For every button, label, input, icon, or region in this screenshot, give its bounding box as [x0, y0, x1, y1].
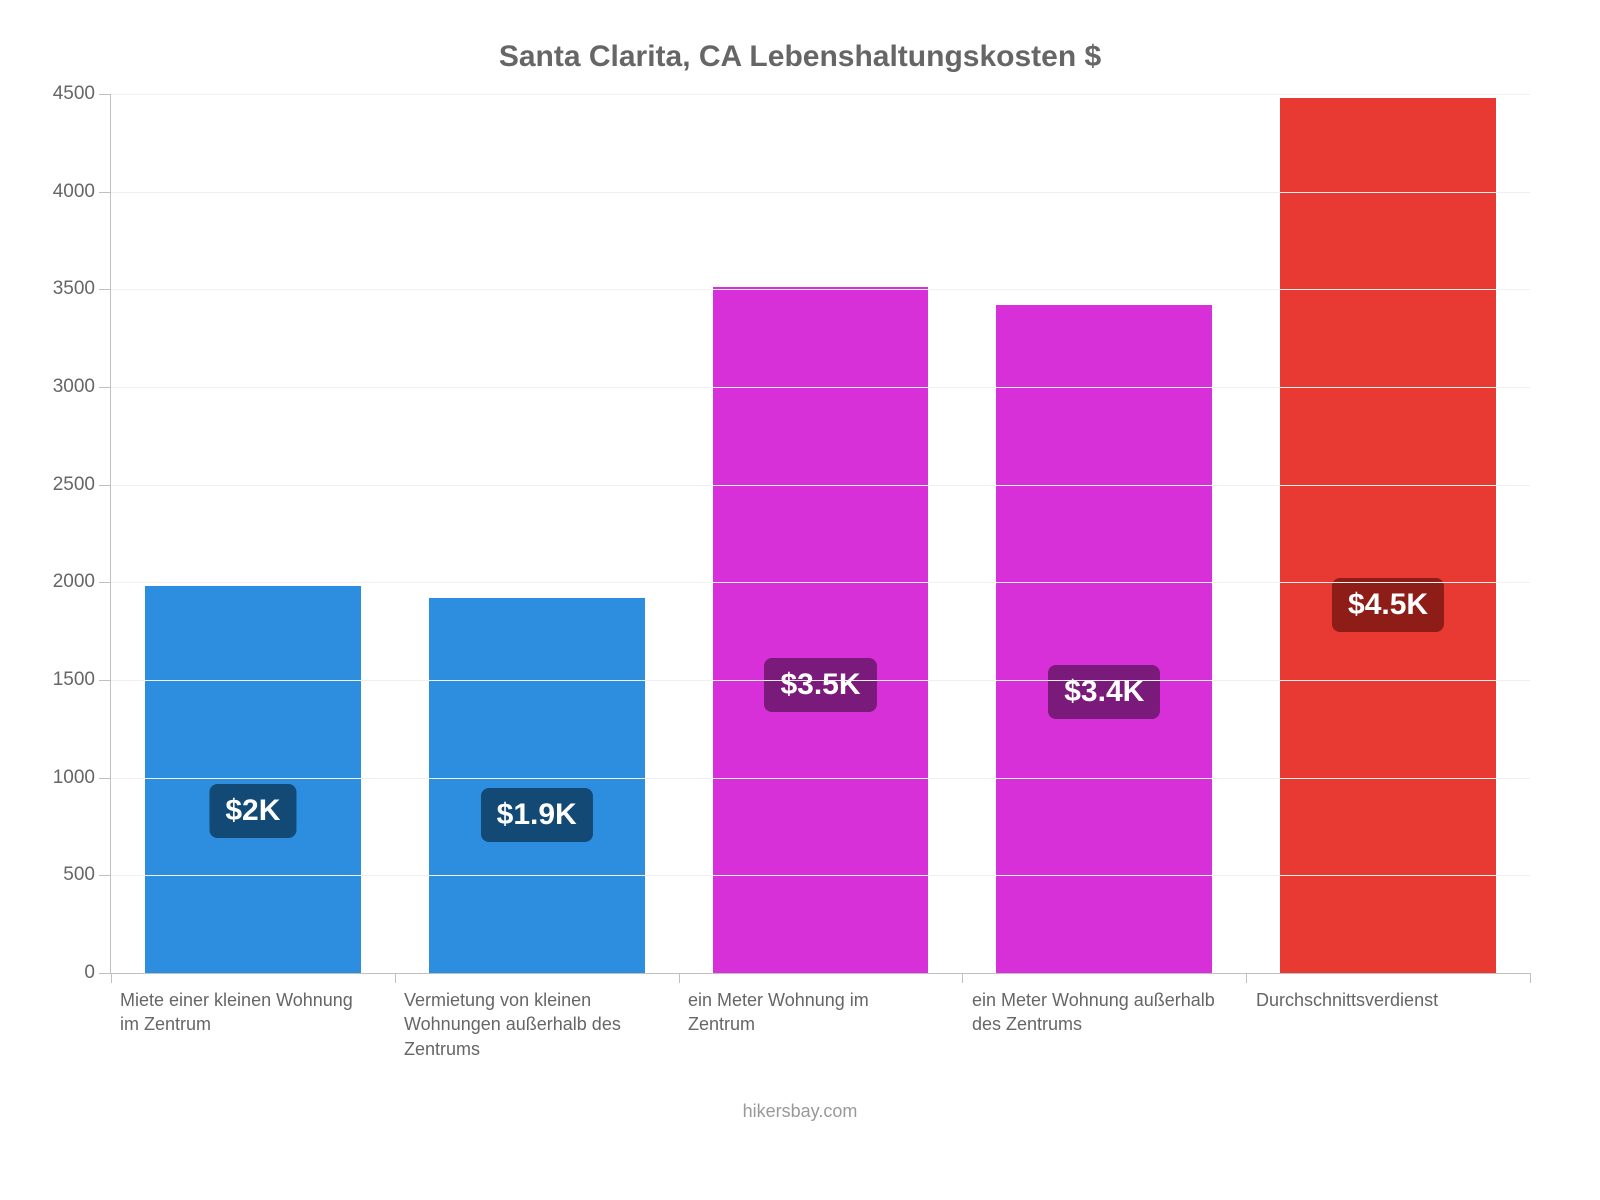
grid-line — [111, 387, 1530, 388]
x-tick — [962, 973, 963, 983]
x-axis-category-label: Vermietung von kleinen Wohnungen außerha… — [394, 988, 678, 1061]
x-axis-labels: Miete einer kleinen Wohnung im ZentrumVe… — [110, 988, 1530, 1061]
grid-line — [111, 289, 1530, 290]
grid-line — [111, 192, 1530, 193]
y-axis-label: 1000 — [53, 767, 111, 789]
cost-of-living-chart: Santa Clarita, CA Lebenshaltungskosten $… — [0, 0, 1600, 1200]
grid-line — [111, 875, 1530, 876]
bar-value-label: $3.5K — [764, 658, 876, 712]
x-axis-category-label: ein Meter Wohnung außerhalb des Zentrums — [962, 988, 1246, 1061]
bar-slot: $4.5K — [1246, 94, 1530, 973]
grid-line — [111, 778, 1530, 779]
attribution-text: hikersbay.com — [40, 1101, 1560, 1122]
x-tick — [1530, 973, 1531, 983]
x-tick — [395, 973, 396, 983]
bar: $3.5K — [713, 287, 929, 973]
bar: $3.4K — [996, 305, 1212, 973]
grid-line — [111, 680, 1530, 681]
bar: $2K — [145, 586, 361, 973]
y-axis-label: 3000 — [53, 376, 111, 398]
chart-title: Santa Clarita, CA Lebenshaltungskosten $ — [40, 40, 1560, 74]
bar-value-label: $1.9K — [481, 788, 593, 842]
x-tick — [111, 973, 112, 983]
bar-slot: $3.5K — [679, 94, 963, 973]
bar: $4.5K — [1280, 98, 1496, 973]
bar-slot: $2K — [111, 94, 395, 973]
bar-value-label: $2K — [209, 784, 296, 838]
y-axis-label: 2500 — [53, 474, 111, 496]
x-tick — [679, 973, 680, 983]
y-axis-label: 1500 — [53, 669, 111, 691]
y-axis-label: 0 — [84, 962, 111, 984]
x-axis-category-label: Durchschnittsverdienst — [1246, 988, 1530, 1061]
grid-line — [111, 94, 1530, 95]
x-axis-category-label: Miete einer kleinen Wohnung im Zentrum — [110, 988, 394, 1061]
y-axis-label: 3500 — [53, 278, 111, 300]
x-tick — [1246, 973, 1247, 983]
y-axis-label: 500 — [63, 864, 111, 886]
bars-container: $2K $1.9K $3.5K $3.4K $4.5K — [111, 94, 1530, 973]
plot-area: $2K$1.9K$3.5K$3.4K$4.5K 0500100015002000… — [110, 94, 1530, 974]
y-axis-label: 4000 — [53, 181, 111, 203]
bar-value-label: $3.4K — [1048, 665, 1160, 719]
grid-line — [111, 582, 1530, 583]
bar-slot: $3.4K — [962, 94, 1246, 973]
bar: $1.9K — [429, 598, 645, 973]
y-axis-label: 2000 — [53, 571, 111, 593]
x-axis-category-label: ein Meter Wohnung im Zentrum — [678, 988, 962, 1061]
grid-line — [111, 485, 1530, 486]
bar-slot: $1.9K — [395, 94, 679, 973]
y-axis-label: 4500 — [53, 83, 111, 105]
bar-value-label: $4.5K — [1332, 578, 1444, 632]
